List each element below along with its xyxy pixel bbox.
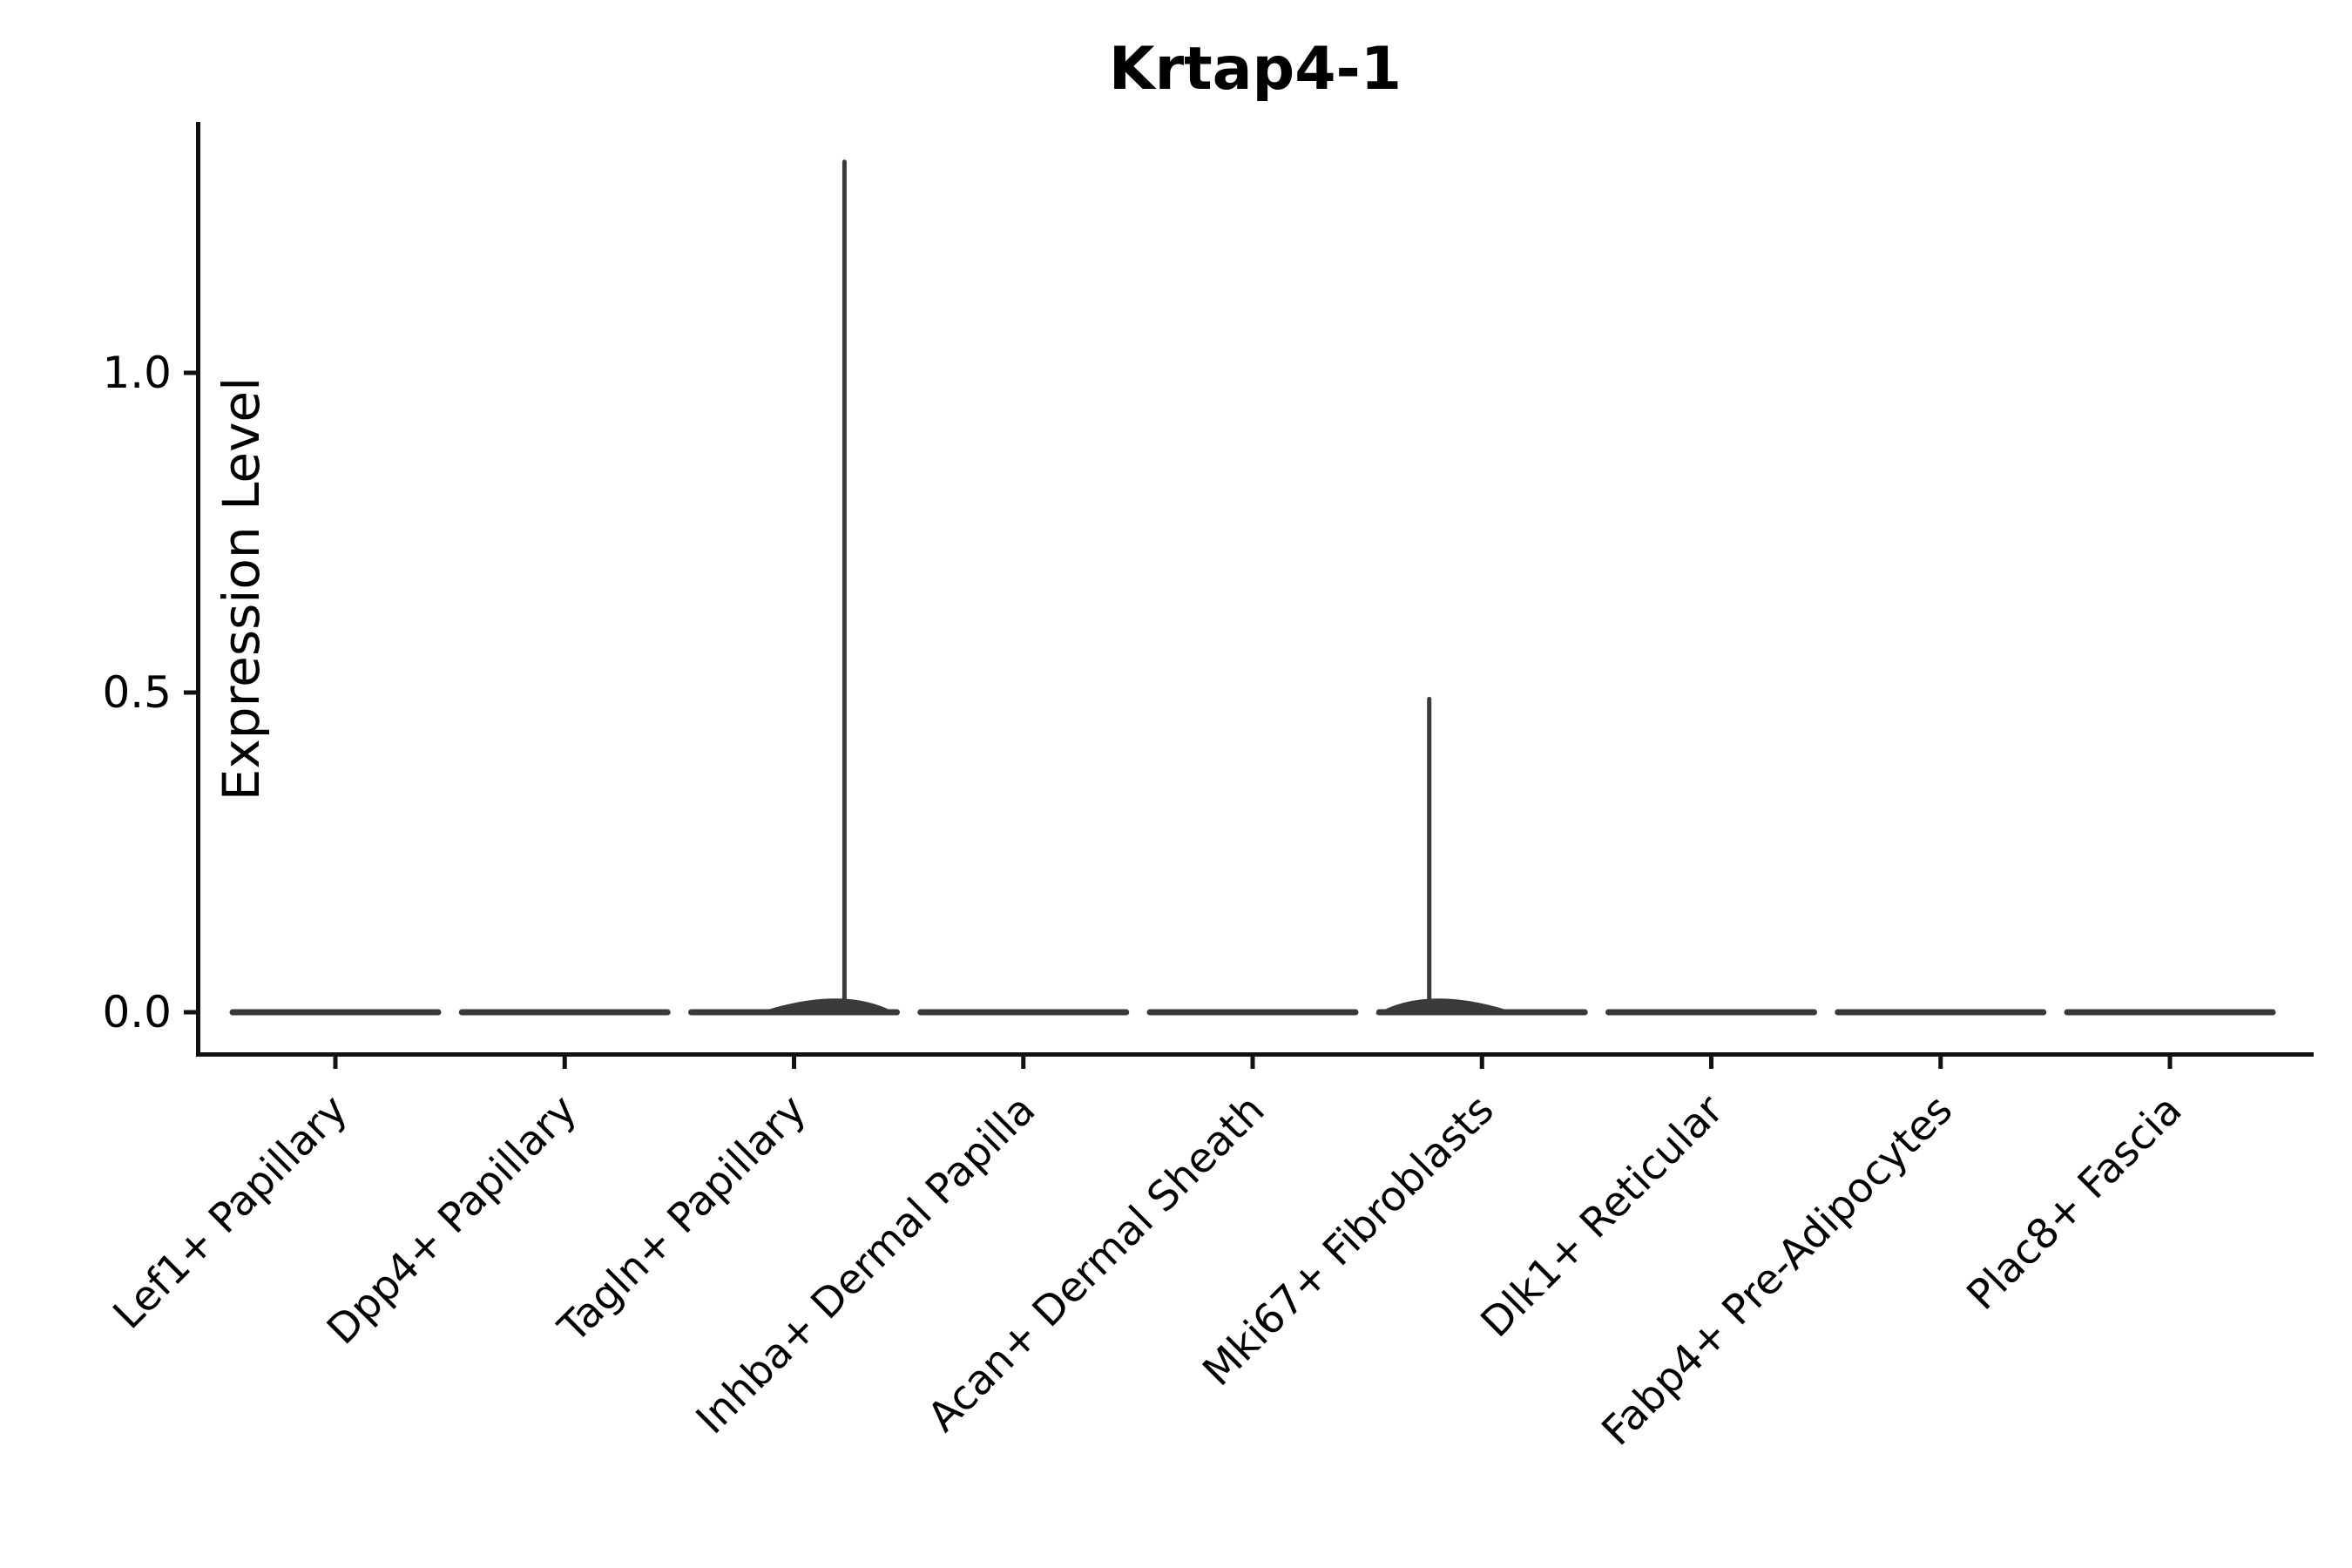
violin-swell [1375,998,1521,1015]
violin [1375,696,1588,1016]
x-tick-label: Dlk1+ Reticular [1472,1085,1734,1347]
x-tick-label: Plac8+ Fascia [1958,1086,2192,1320]
x-tick-label: Tagln+ Papillary [549,1086,815,1353]
y-tick-label: 0.5 [102,667,172,718]
violin-swell [753,998,899,1015]
violin [688,159,900,1016]
violins-group [229,159,2276,1016]
plot-title: Krtap4-1 [1108,35,1402,104]
y-tick-label: 0.0 [102,987,172,1037]
y-tick-label: 1.0 [102,348,172,398]
y-axis-label: Expression Level [212,376,272,801]
x-tick-label: Lef1+ Papillary [105,1086,357,1339]
x-tick-label: Dpp4+ Papillary [318,1086,586,1355]
